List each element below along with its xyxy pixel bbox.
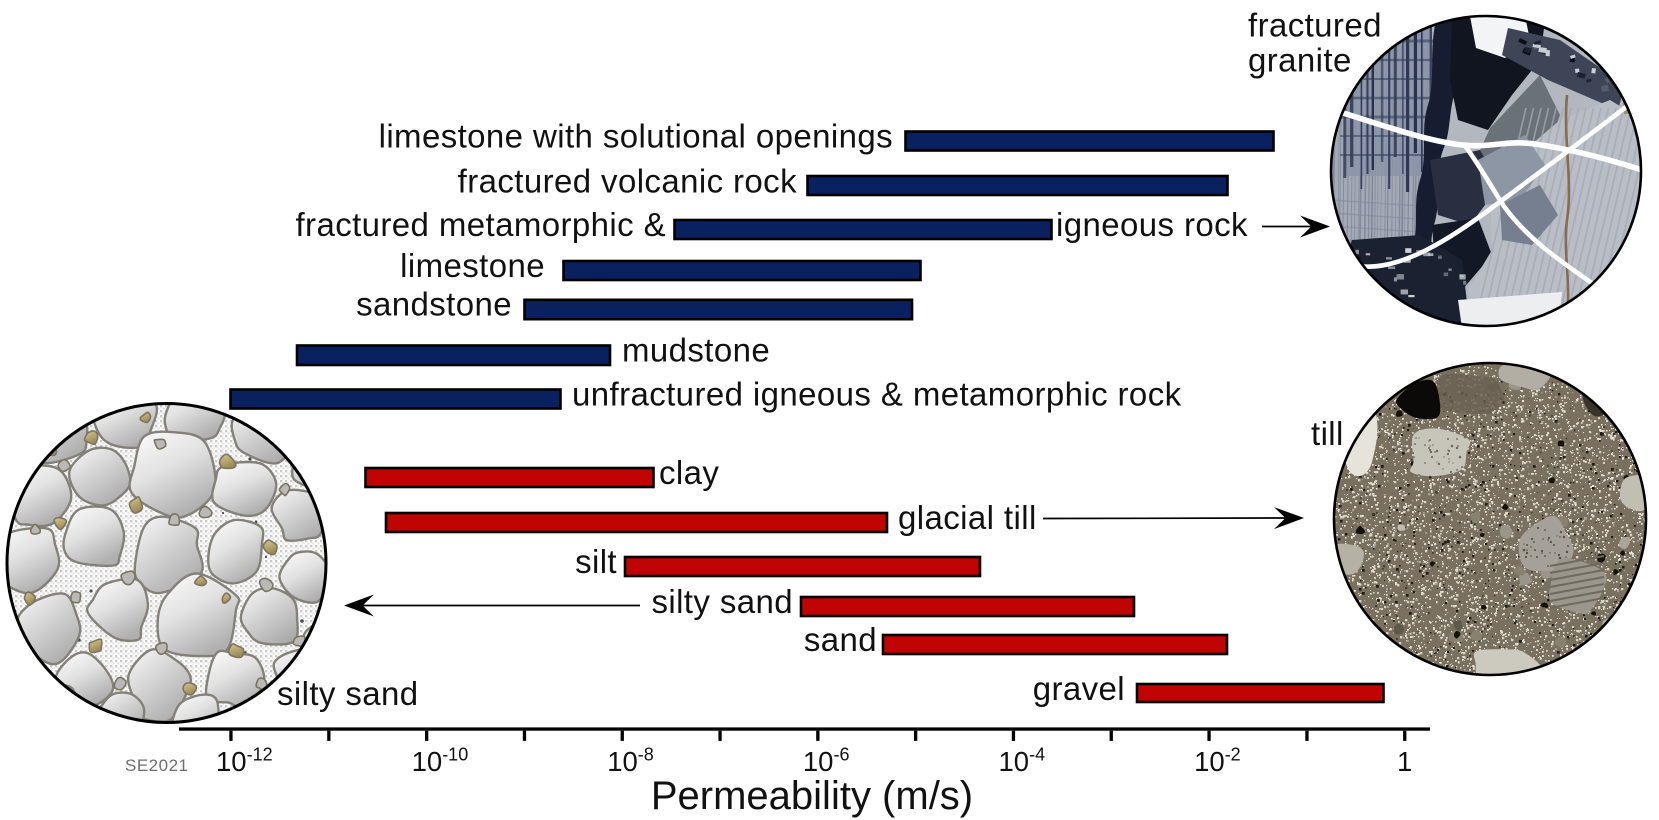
svg-text:1: 1	[1397, 746, 1412, 777]
svg-text:clay: clay	[659, 454, 719, 491]
svg-text:Permeability (m/s): Permeability (m/s)	[651, 774, 973, 818]
svg-text:limestone with solutional open: limestone with solutional openings	[379, 118, 893, 155]
svg-text:till: till	[1311, 415, 1344, 452]
svg-text:igneous rock: igneous rock	[1056, 206, 1248, 243]
svg-text:SE2021: SE2021	[125, 756, 189, 775]
svg-text:silty sand: silty sand	[277, 675, 419, 712]
svg-text:granite: granite	[1248, 42, 1352, 79]
svg-text:fractured volcanic rock: fractured volcanic rock	[458, 163, 797, 200]
svg-text:unfractured igneous & metamorp: unfractured igneous & metamorphic rock	[572, 376, 1182, 413]
svg-text:glacial till: glacial till	[898, 499, 1037, 536]
svg-text:silty sand: silty sand	[651, 583, 793, 620]
svg-text:fractured metamorphic &: fractured metamorphic &	[295, 206, 666, 243]
svg-text:silt: silt	[575, 543, 617, 580]
svg-text:10-2: 10-2	[1194, 745, 1241, 778]
svg-text:gravel: gravel	[1033, 670, 1125, 707]
svg-text:limestone: limestone	[400, 247, 545, 284]
svg-text:sand: sand	[804, 621, 877, 658]
svg-text:mudstone: mudstone	[622, 332, 770, 369]
svg-text:fractured: fractured	[1248, 7, 1382, 44]
svg-text:sandstone: sandstone	[356, 286, 512, 323]
